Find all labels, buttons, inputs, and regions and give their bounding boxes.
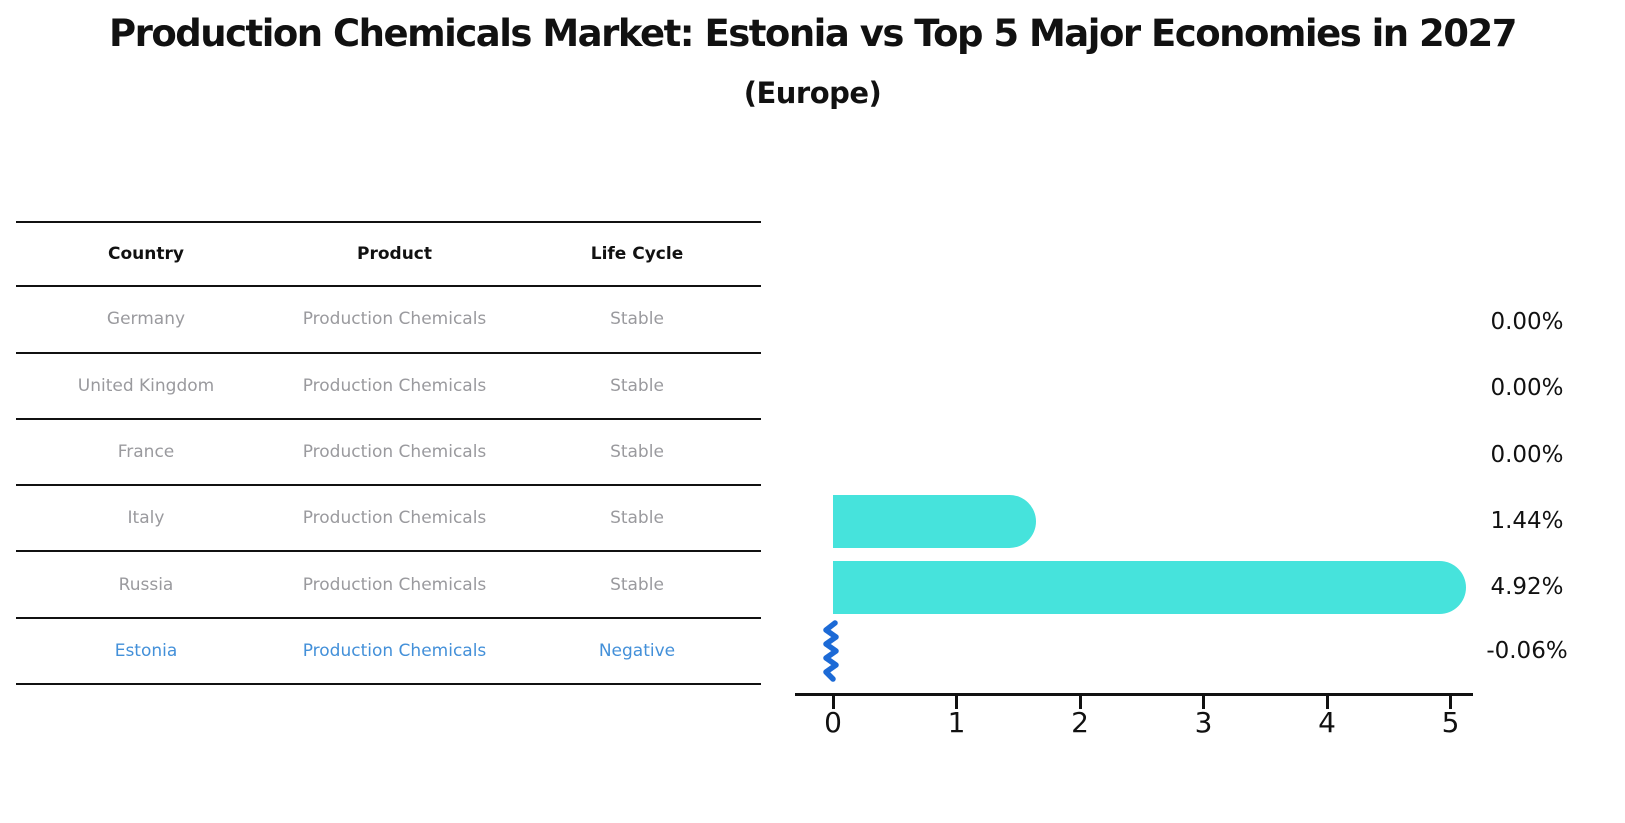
value-label-italy: 1.44% bbox=[1490, 508, 1564, 534]
column-header-product: Product bbox=[357, 244, 432, 265]
x-axis-tick bbox=[1078, 696, 1082, 709]
cell-product: Production Chemicals bbox=[302, 508, 487, 529]
table-row-united-kingdom: United Kingdom Production Chemicals Stab… bbox=[16, 354, 761, 420]
x-axis-tick bbox=[1449, 696, 1452, 709]
x-tick-label: 4 bbox=[1318, 706, 1336, 739]
cell-life-cycle: Stable bbox=[610, 309, 664, 330]
value-label-france: 0.00% bbox=[1490, 442, 1564, 468]
value-label-russia: 4.92% bbox=[1490, 574, 1564, 600]
cell-country: Estonia bbox=[114, 640, 178, 661]
cell-life-cycle: Stable bbox=[610, 375, 664, 396]
cell-product: Production Chemicals bbox=[302, 309, 487, 330]
table-row-germany: Germany Production Chemicals Stable bbox=[16, 287, 761, 354]
x-tick-label: 1 bbox=[947, 706, 966, 739]
cell-country: France bbox=[117, 442, 175, 463]
bar-italy bbox=[833, 495, 1036, 548]
cell-life-cycle: Stable bbox=[610, 574, 664, 595]
x-tick-label: 0 bbox=[824, 706, 842, 739]
cell-product: Production Chemicals bbox=[302, 442, 487, 463]
page-title: Production Chemicals Market: Estonia vs … bbox=[108, 12, 1518, 55]
table-header-row: Country Product Life Cycle bbox=[16, 221, 761, 288]
value-label-estonia: -0.06% bbox=[1486, 638, 1568, 664]
page-subtitle: (Europe) bbox=[743, 76, 882, 110]
cell-life-cycle: Stable bbox=[610, 442, 664, 463]
x-axis-tick bbox=[831, 696, 835, 709]
cell-product: Production Chemicals bbox=[302, 574, 487, 595]
value-label-united-kingdom: 0.00% bbox=[1490, 375, 1564, 401]
x-tick-label: 2 bbox=[1071, 706, 1089, 739]
x-axis-tick bbox=[1325, 696, 1329, 709]
x-axis-tick bbox=[1202, 696, 1205, 709]
table-row-france: France Production Chemicals Stable bbox=[16, 420, 761, 487]
bar-russia bbox=[833, 561, 1466, 614]
table-row-italy: Italy Production Chemicals Stable bbox=[16, 486, 761, 553]
x-axis-line bbox=[795, 693, 1473, 696]
cell-life-cycle: Negative bbox=[598, 640, 676, 661]
cell-country: Russia bbox=[118, 574, 174, 595]
x-tick-label: 3 bbox=[1194, 706, 1213, 739]
x-tick-label: 5 bbox=[1441, 706, 1460, 739]
x-axis-tick bbox=[955, 696, 958, 709]
cell-product: Production Chemicals bbox=[302, 640, 487, 661]
column-header-country: Country bbox=[108, 244, 184, 265]
table-row-russia: Russia Production Chemicals Stable bbox=[16, 552, 761, 619]
country-table: Country Product Life Cycle Germany Produ… bbox=[16, 221, 761, 686]
cell-country: Italy bbox=[127, 508, 165, 529]
cell-product: Production Chemicals bbox=[302, 375, 487, 396]
cell-life-cycle: Stable bbox=[610, 508, 664, 529]
table-row-estonia: Estonia Production Chemicals Negative bbox=[16, 619, 761, 686]
value-label-germany: 0.00% bbox=[1490, 309, 1564, 335]
cell-country: United Kingdom bbox=[77, 375, 215, 396]
estonia-negative-bar-squiggle bbox=[823, 620, 839, 682]
column-header-life-cycle: Life Cycle bbox=[590, 244, 684, 265]
cell-country: Germany bbox=[106, 309, 186, 330]
